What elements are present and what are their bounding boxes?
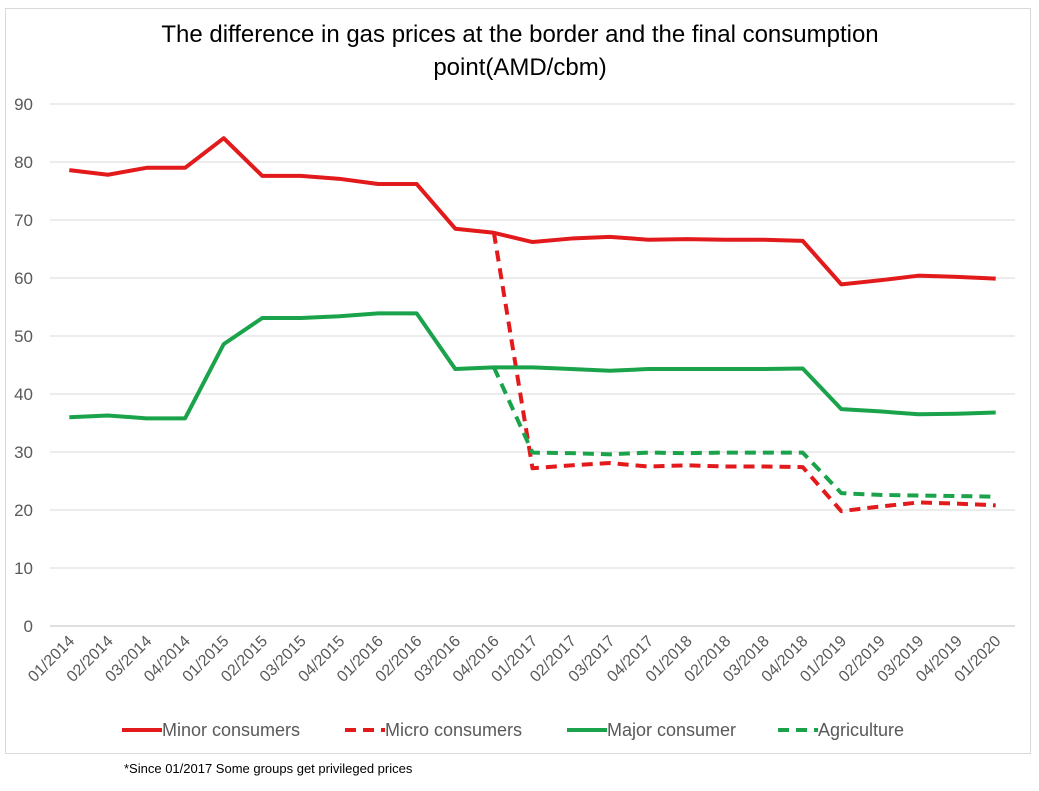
x-axis: 01/201402/201403/201404/201401/201502/20…	[25, 633, 1004, 686]
legend-label: Major consumer	[607, 720, 736, 740]
legend: Minor consumers Micro consumers Major cons…	[122, 720, 904, 740]
y-tick-label: 90	[14, 95, 33, 114]
y-axis: 0 10 20 30 40 50 60 70 80 90	[14, 95, 33, 636]
series-lines	[69, 136, 996, 514]
y-tick-label: 60	[14, 269, 33, 288]
series-line-agriculture	[492, 366, 996, 499]
legend-label: Minor consumers	[162, 720, 300, 740]
series-line-micro-consumers	[491, 232, 996, 514]
footnote: *Since 01/2017 Some groups get privilege…	[124, 761, 413, 776]
y-tick-label: 50	[14, 327, 33, 346]
gridlines	[50, 103, 1015, 627]
legend-label: Micro consumers	[385, 720, 522, 740]
y-tick-label: 0	[24, 617, 33, 636]
chart-title: The difference in gas prices at the bord…	[161, 21, 879, 81]
y-tick-label: 70	[14, 211, 33, 230]
y-tick-label: 80	[14, 153, 33, 172]
series-line-minor-consumers	[69, 136, 996, 287]
y-tick-label: 10	[14, 559, 33, 578]
y-tick-label: 30	[14, 443, 33, 462]
y-tick-label: 40	[14, 385, 33, 404]
legend-label: Agriculture	[818, 720, 904, 740]
y-tick-label: 20	[14, 501, 33, 520]
series-line-major-consumer	[69, 311, 996, 421]
